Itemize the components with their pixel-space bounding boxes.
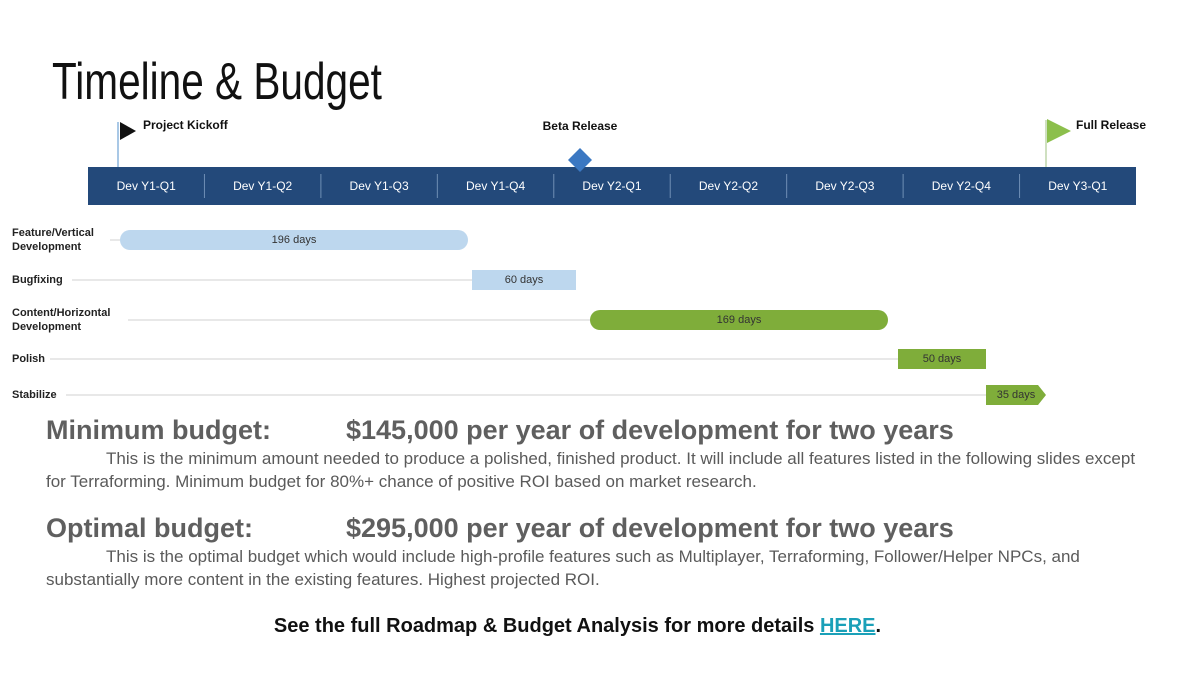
milestone-flag bbox=[1047, 119, 1071, 143]
budget-heading: Minimum budget: $145,000 per year of deve… bbox=[46, 415, 1136, 447]
task-duration: 50 days bbox=[923, 353, 962, 365]
task-bar bbox=[898, 349, 986, 369]
task-duration: 60 days bbox=[505, 274, 544, 286]
task-label: Polish bbox=[12, 353, 45, 365]
quarter-label: Dev Y2-Q2 bbox=[699, 179, 758, 193]
task-label: Stabilize bbox=[12, 389, 57, 401]
task-duration: 35 days bbox=[997, 389, 1036, 401]
quarter-label: Dev Y1-Q2 bbox=[233, 179, 292, 193]
quarter-label: Dev Y1-Q1 bbox=[117, 179, 176, 193]
budget-text: This is the optimal budget which would i… bbox=[46, 547, 1080, 589]
quarter-label: Dev Y2-Q1 bbox=[582, 179, 641, 193]
task-label: Feature/Vertical Development bbox=[12, 227, 94, 253]
footer-text: See the full Roadmap & Budget Analysis f… bbox=[273, 615, 820, 637]
budget-label: Optimal budget: bbox=[46, 513, 253, 543]
task-label: Content/Horizontal Development bbox=[12, 307, 110, 333]
budget-amount: $295,000 per year of development for two… bbox=[346, 513, 954, 543]
quarter-label: Dev Y2-Q4 bbox=[932, 179, 991, 193]
milestone-flag bbox=[120, 122, 136, 140]
budget-label: Minimum budget: bbox=[46, 415, 271, 445]
roadmap-link[interactable]: HERE bbox=[819, 615, 876, 637]
task-label: Bugfixing bbox=[12, 274, 63, 286]
task-duration: 196 days bbox=[272, 234, 317, 246]
task-bar bbox=[120, 230, 468, 250]
quarter-label: Dev Y2-Q3 bbox=[815, 179, 874, 193]
milestone-diamond bbox=[568, 148, 592, 172]
milestone-label: Beta Release bbox=[543, 119, 618, 133]
quarter-label: Dev Y3-Q1 bbox=[1048, 179, 1107, 193]
budget-amount: $145,000 per year of development for two… bbox=[346, 415, 954, 445]
task-bar bbox=[986, 385, 1046, 405]
budget-block: Optimal budget: $295,000 per year of deve… bbox=[46, 513, 1136, 591]
timeline: Project Kickoff Beta Release Full Releas… bbox=[12, 118, 1146, 405]
quarter-band bbox=[88, 167, 1136, 205]
slide-title: Timeline & Budget bbox=[52, 53, 382, 111]
milestone-label: Project Kickoff bbox=[143, 118, 229, 132]
footer: See the full Roadmap & Budget Analysis f… bbox=[0, 615, 1155, 638]
budget-text: This is the minimum amount needed to pro… bbox=[46, 449, 1136, 491]
quarter-label: Dev Y1-Q3 bbox=[350, 179, 409, 193]
budget-heading: Optimal budget: $295,000 per year of deve… bbox=[46, 513, 1136, 545]
quarter-label: Dev Y1-Q4 bbox=[466, 179, 525, 193]
task-duration: 169 days bbox=[717, 314, 762, 326]
task-bar bbox=[590, 310, 888, 330]
milestone-label: Full Release bbox=[1076, 118, 1146, 132]
task-bar bbox=[472, 270, 576, 290]
footer-end: . bbox=[875, 615, 882, 637]
budget-block: Minimum budget: $145,000 per year of deve… bbox=[46, 415, 1136, 493]
